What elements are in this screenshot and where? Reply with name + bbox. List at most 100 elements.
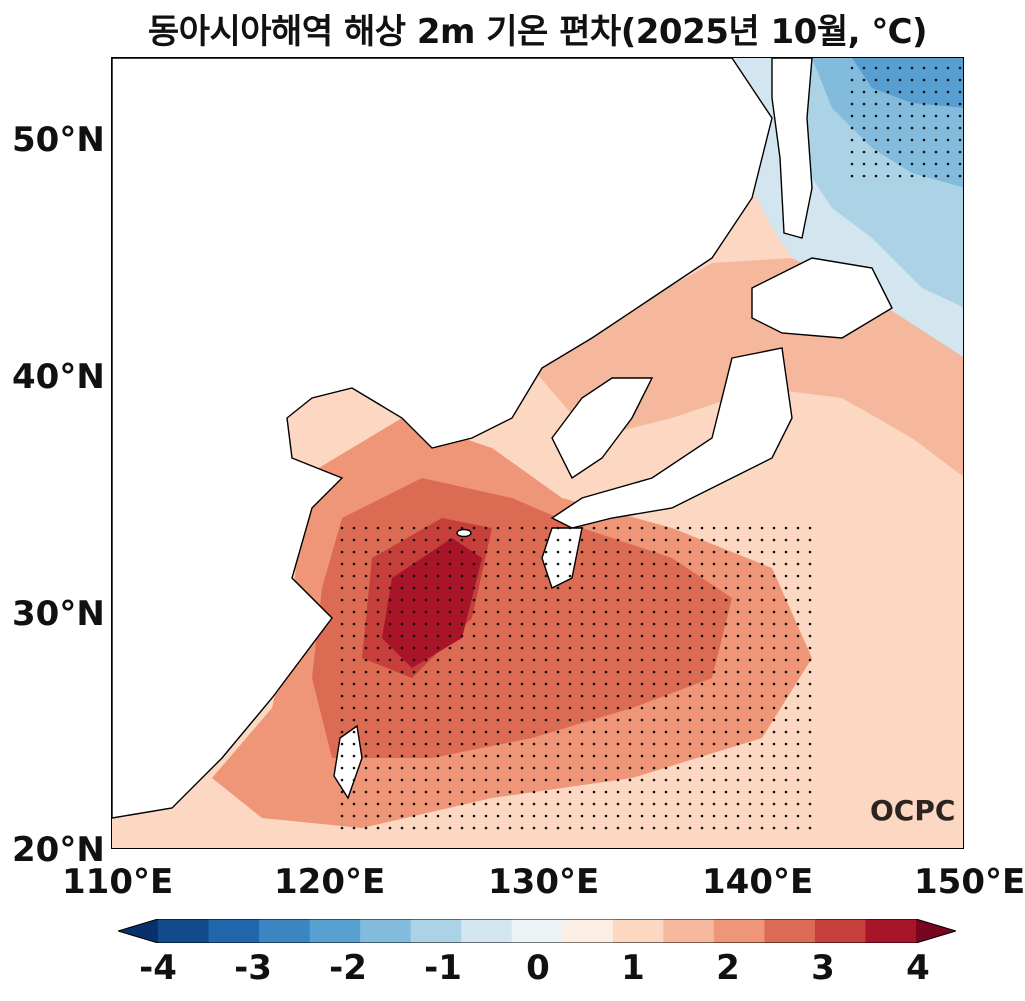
- stipple-dot: [796, 778, 800, 782]
- stipple-dot: [958, 174, 962, 178]
- stipple-dot: [784, 742, 788, 746]
- stipple-dot: [544, 646, 548, 650]
- stipple-dot: [376, 766, 380, 770]
- stipple-dot: [364, 778, 368, 782]
- stipple-dot: [472, 742, 476, 746]
- stipple-dot: [796, 646, 800, 650]
- stipple-dot: [340, 790, 344, 794]
- stipple-dot: [712, 550, 716, 554]
- lon-label-140e: 140°E: [702, 862, 814, 902]
- stipple-dot: [520, 802, 524, 806]
- stipple-dot: [688, 598, 692, 602]
- stipple-dot: [580, 574, 584, 578]
- stipple-dot: [958, 102, 962, 106]
- stipple-dot: [556, 766, 560, 770]
- stipple-dot: [340, 526, 344, 530]
- stipple-dot: [922, 150, 926, 154]
- stipple-dot: [436, 718, 440, 722]
- stipple-dot: [640, 646, 644, 650]
- stipple-dot: [364, 526, 368, 530]
- stipple-dot: [532, 646, 536, 650]
- colorbar-segment: [764, 919, 816, 943]
- colorbar-segment: [259, 919, 311, 943]
- stipple-dot: [772, 526, 776, 530]
- stipple-dot: [400, 790, 404, 794]
- stipple-dot: [760, 658, 764, 662]
- stipple-dot: [700, 694, 704, 698]
- stipple-dot: [688, 526, 692, 530]
- stipple-dot: [724, 730, 728, 734]
- stipple-dot: [628, 586, 632, 590]
- stipple-dot: [922, 126, 926, 130]
- stipple-dot: [388, 550, 392, 554]
- stipple-dot: [640, 766, 644, 770]
- stipple-dot: [808, 538, 812, 542]
- stipple-dot: [484, 730, 488, 734]
- colorbar-segment: [865, 919, 917, 943]
- stipple-dot: [340, 730, 344, 734]
- stipple-dot: [688, 646, 692, 650]
- stipple-dot: [400, 766, 404, 770]
- stipple-dot: [700, 802, 704, 806]
- stipple-dot: [748, 730, 752, 734]
- stipple-dot: [568, 706, 572, 710]
- stipple-dot: [850, 150, 854, 154]
- stipple-dot: [424, 646, 428, 650]
- stipple-dot: [784, 682, 788, 686]
- stipple-dot: [484, 790, 488, 794]
- stipple-dot: [664, 658, 668, 662]
- stipple-dot: [388, 802, 392, 806]
- stipple-dot: [448, 598, 452, 602]
- stipple-dot: [748, 682, 752, 686]
- stipple-dot: [340, 778, 344, 782]
- stipple-dot: [508, 718, 512, 722]
- stipple-dot: [532, 742, 536, 746]
- warm-anomaly-core: [382, 538, 482, 668]
- stipple-dot: [958, 90, 962, 94]
- stipple-dot: [808, 646, 812, 650]
- stipple-dot: [784, 814, 788, 818]
- stipple-dot: [460, 526, 464, 530]
- stipple-dot: [436, 814, 440, 818]
- stipple-dot: [364, 646, 368, 650]
- stipple-dot: [532, 754, 536, 758]
- stipple-dot: [850, 90, 854, 94]
- stipple-dot: [568, 646, 572, 650]
- stipple-dot: [676, 682, 680, 686]
- stipple-dot: [712, 526, 716, 530]
- stipple-dot: [556, 742, 560, 746]
- stipple-dot: [784, 598, 788, 602]
- stipple-dot: [520, 550, 524, 554]
- stipple-dot: [736, 814, 740, 818]
- stipple-dot: [544, 742, 548, 746]
- stipple-dot: [676, 598, 680, 602]
- stipple-dot: [640, 526, 644, 530]
- stipple-dot: [460, 742, 464, 746]
- colorbar-segment: [309, 919, 361, 943]
- stipple-dot: [436, 622, 440, 626]
- stipple-dot: [580, 658, 584, 662]
- stipple-dot: [424, 694, 428, 698]
- stipple-dot: [532, 682, 536, 686]
- stipple-dot: [472, 802, 476, 806]
- stipple-dot: [508, 574, 512, 578]
- stipple-dot: [580, 598, 584, 602]
- cbar-tick-label: -3: [234, 948, 272, 988]
- stipple-dot: [712, 778, 716, 782]
- stipple-dot: [784, 802, 788, 806]
- stipple-dot: [652, 538, 656, 542]
- stipple-dot: [862, 90, 866, 94]
- stipple-dot: [580, 562, 584, 566]
- stipple-dot: [712, 610, 716, 614]
- stipple-dot: [520, 790, 524, 794]
- colorbar-extend-max: [916, 919, 956, 943]
- stipple-dot: [352, 730, 356, 734]
- stipple-dot: [676, 694, 680, 698]
- stipple-dot: [508, 610, 512, 614]
- stipple-dot: [652, 742, 656, 746]
- stipple-dot: [664, 538, 668, 542]
- stipple-dot: [364, 598, 368, 602]
- stipple-dot: [400, 730, 404, 734]
- stipple-dot: [436, 550, 440, 554]
- stipple-dot: [652, 610, 656, 614]
